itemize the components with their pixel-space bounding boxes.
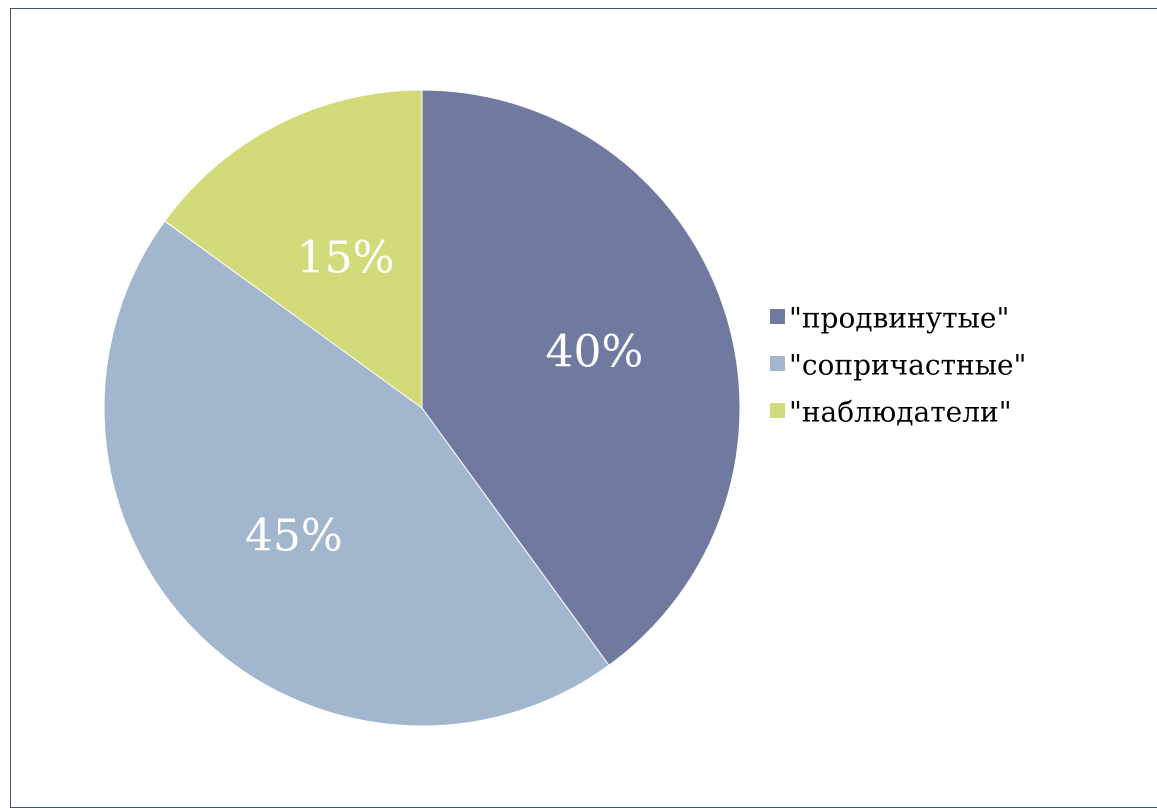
legend: "продвинутые" "сопричастные" "наблюдатели" [770, 302, 1026, 429]
pie-slices [103, 89, 741, 727]
data-label-3: 15% [297, 232, 395, 283]
pie-slice-1 [421, 89, 741, 666]
legend-label-1: "продвинутые" [789, 302, 1009, 335]
legend-label-3: "наблюдатели" [789, 396, 1012, 429]
legend-swatch-1 [770, 309, 785, 324]
legend-swatch-3 [770, 403, 785, 418]
legend-label-2: "сопричастные" [789, 349, 1026, 382]
data-label-2: 45% [245, 511, 343, 562]
legend-swatch-2 [770, 356, 785, 371]
data-label-1: 40% [545, 326, 643, 377]
pie-data-labels: 40% 45% 15% [245, 232, 643, 561]
pie-slice-3 [164, 89, 423, 409]
pie-slice-2 [103, 220, 610, 727]
